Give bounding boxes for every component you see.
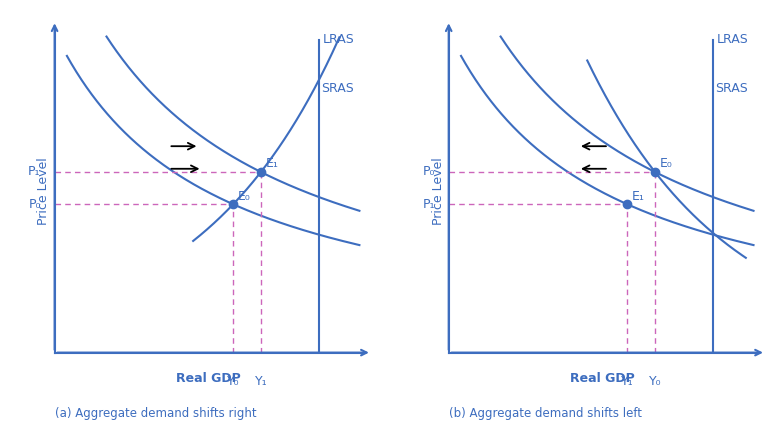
Text: Y₀: Y₀: [227, 375, 239, 388]
Text: P₀: P₀: [28, 198, 41, 211]
Text: E₁: E₁: [632, 190, 645, 203]
Text: Y₁: Y₁: [254, 375, 268, 388]
Text: E₁: E₁: [265, 157, 278, 170]
Text: LRAS: LRAS: [322, 34, 354, 46]
X-axis label: Real GDP: Real GDP: [570, 372, 635, 385]
Text: P₁: P₁: [422, 198, 434, 211]
Text: (a) Aggregate demand shifts right: (a) Aggregate demand shifts right: [55, 408, 256, 421]
Text: P₁: P₁: [28, 166, 41, 178]
Text: SRAS: SRAS: [321, 82, 353, 95]
Text: E₀: E₀: [660, 157, 672, 170]
Text: SRAS: SRAS: [715, 82, 748, 95]
Y-axis label: Price Level: Price Level: [37, 157, 51, 225]
X-axis label: Real GDP: Real GDP: [176, 372, 241, 385]
Text: Y₀: Y₀: [649, 375, 661, 388]
Y-axis label: Price Level: Price Level: [431, 157, 445, 225]
Text: Y₁: Y₁: [621, 375, 633, 388]
Text: E₀: E₀: [238, 190, 250, 203]
Text: (b) Aggregate demand shifts left: (b) Aggregate demand shifts left: [448, 408, 642, 421]
Text: P₀: P₀: [423, 166, 434, 178]
Text: LRAS: LRAS: [717, 34, 748, 46]
